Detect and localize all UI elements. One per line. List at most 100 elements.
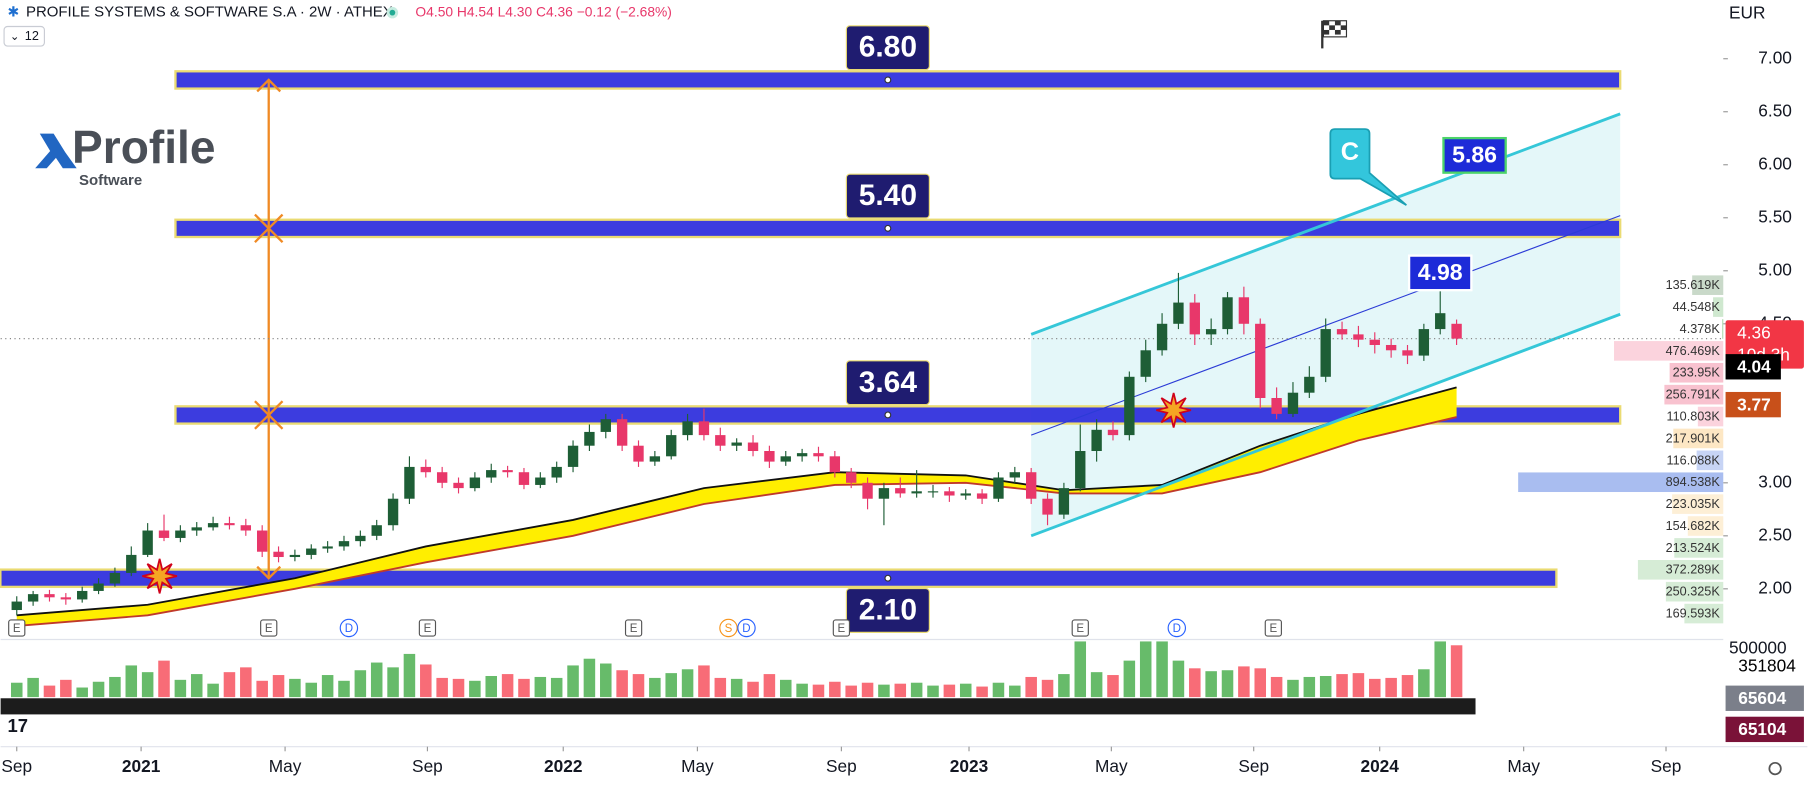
event-marker[interactable] <box>1071 619 1089 637</box>
volume-tick-label: 500000 <box>1729 638 1787 658</box>
volume-bar <box>1139 641 1152 698</box>
candle-body <box>338 541 350 547</box>
event-marker[interactable] <box>339 618 359 638</box>
y-tick-label: 7.00 <box>1758 47 1792 67</box>
candle-body <box>273 551 284 558</box>
event-marker[interactable] <box>832 619 851 637</box>
volume-profile-label: 250.325K <box>1666 585 1721 599</box>
event-marker[interactable] <box>260 619 278 637</box>
volume-stat: 65104 <box>1738 719 1786 739</box>
volume-profile-bar <box>1664 384 1724 405</box>
logo-icon <box>35 133 77 169</box>
settings-icon[interactable] <box>1768 761 1782 776</box>
volume-bar <box>1189 668 1201 698</box>
candle-body <box>780 456 791 462</box>
volume-bar <box>305 682 318 698</box>
x-tick-label: 2021 <box>122 756 161 776</box>
candle-body <box>453 482 464 489</box>
candle-body <box>436 472 448 483</box>
candle-body <box>207 523 219 528</box>
symbol: PROFILE SYSTEMS & SOFTWARE S.A · 2W · AT… <box>26 4 393 21</box>
measure-arrowhead <box>256 78 282 93</box>
volume-bar <box>1107 675 1119 698</box>
event-marker[interactable] <box>418 619 437 637</box>
event-marker[interactable] <box>624 619 643 637</box>
candle-body <box>1058 488 1070 515</box>
volume-bar <box>190 674 203 698</box>
volume-bar <box>174 679 187 698</box>
channel-line <box>1030 312 1621 538</box>
level-anchor <box>884 411 892 419</box>
event-marker[interactable] <box>737 618 756 638</box>
x-tick-label: Sep <box>826 756 857 776</box>
channel-line <box>1030 112 1621 336</box>
event-marker[interactable] <box>1264 619 1282 637</box>
candle-body <box>633 445 644 462</box>
burst-icon <box>1156 392 1192 428</box>
callout-box <box>1407 254 1473 292</box>
candle-body <box>1255 323 1266 398</box>
volume-bar <box>1238 666 1250 698</box>
event-marker[interactable] <box>1167 618 1187 638</box>
event-label: E <box>1269 623 1277 635</box>
candle-body <box>666 435 677 457</box>
volume-profile-bar <box>1696 450 1724 471</box>
x-tick-label: May <box>269 756 302 776</box>
y-tick-label: 6.50 <box>1758 100 1792 120</box>
candle-body <box>158 530 170 538</box>
candle-body <box>715 435 726 446</box>
candle-body <box>224 523 235 526</box>
volume-bar <box>420 664 432 698</box>
volume-bar <box>1254 668 1267 698</box>
event-label: E <box>13 623 21 635</box>
candle-body <box>747 442 759 452</box>
event-label: D <box>742 623 750 635</box>
volume-bar <box>1270 676 1283 698</box>
candle-body <box>551 466 562 478</box>
candle-body <box>846 472 857 483</box>
interval-button[interactable] <box>3 25 45 47</box>
volume-stat-box <box>1725 716 1804 743</box>
candle-body <box>976 493 988 499</box>
volume-bar <box>1123 660 1136 698</box>
level-band <box>0 568 1558 589</box>
candle-body <box>371 525 382 536</box>
candle-body <box>1320 329 1331 377</box>
candle-body <box>1009 472 1021 478</box>
volume-bar <box>976 686 988 698</box>
currency[interactable]: EUR <box>1729 2 1765 22</box>
callout-label: 4.98 <box>1418 259 1463 285</box>
level-band <box>174 405 1622 425</box>
ma-tag <box>1725 354 1781 380</box>
volume-bar <box>338 680 350 698</box>
x-tick-label: Sep <box>1238 756 1269 776</box>
candle-body <box>387 498 399 526</box>
volume-bar <box>959 683 972 698</box>
volume-bar <box>714 677 727 698</box>
event-label: E <box>630 623 638 635</box>
volume-bar <box>272 675 285 698</box>
volume-bar <box>240 667 252 698</box>
candle-body <box>682 421 693 436</box>
volume-bar <box>43 685 56 698</box>
candle-body <box>1304 376 1315 393</box>
event-marker[interactable] <box>8 619 26 637</box>
candle-body <box>1385 344 1397 351</box>
volume-bar <box>1156 641 1168 698</box>
moving-average <box>16 416 1457 627</box>
volume-bar <box>943 684 956 698</box>
volume-profile-label: 372.289K <box>1666 563 1721 577</box>
candle-body <box>960 493 971 496</box>
volume-bar <box>616 670 628 698</box>
volume-bar <box>1319 675 1332 698</box>
candle-body <box>1369 339 1380 345</box>
volume-bar <box>878 684 890 698</box>
volume-bar <box>534 676 547 698</box>
candle-body <box>240 525 252 531</box>
candle-body <box>649 456 661 462</box>
volume-bar <box>158 660 170 698</box>
candle-body <box>44 594 55 598</box>
event-marker[interactable] <box>719 618 738 638</box>
volume-bar <box>1025 676 1037 698</box>
flag-icon <box>1321 20 1348 49</box>
